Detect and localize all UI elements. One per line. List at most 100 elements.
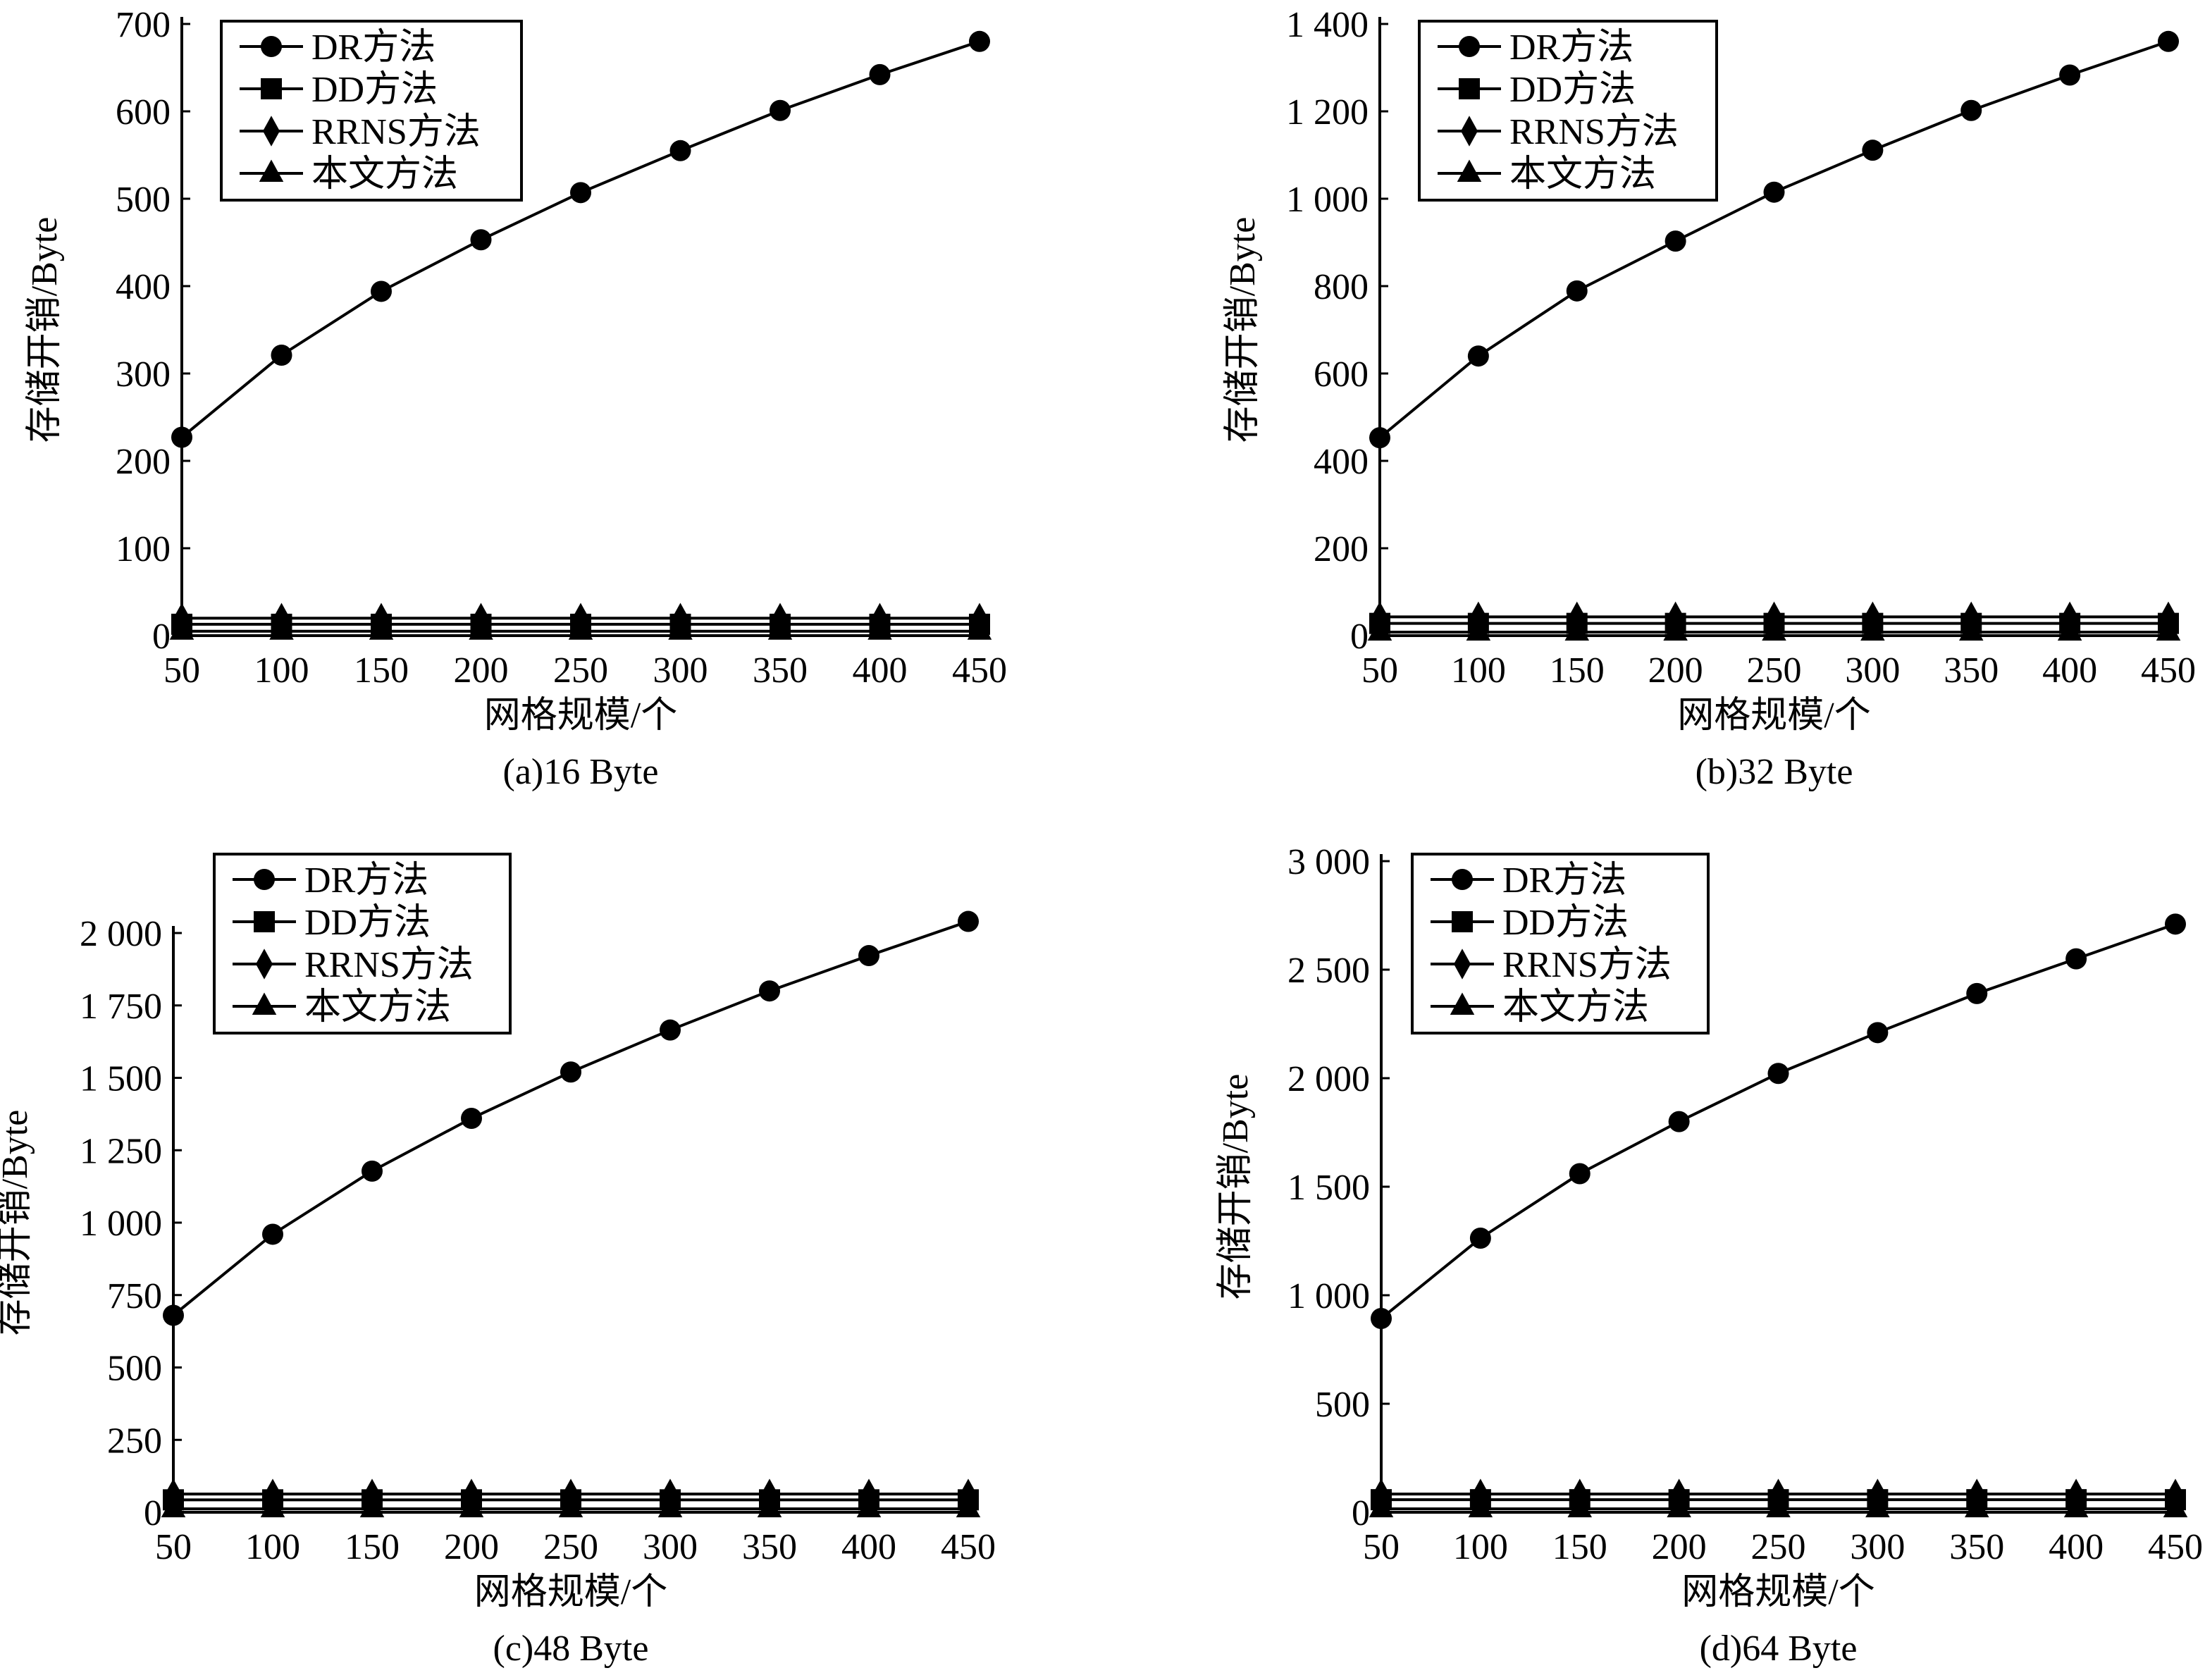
legend-label: DD方法 xyxy=(304,903,431,943)
series-diamond xyxy=(165,1478,977,1509)
data-point-triangle xyxy=(459,1495,484,1518)
data-point-triangle xyxy=(1766,1495,1791,1518)
x-tick-label: 100 xyxy=(1451,650,1506,691)
data-point-circle xyxy=(1566,280,1588,302)
y-tick-label: 200 xyxy=(1314,529,1369,569)
y-tick-label: 1 500 xyxy=(80,1059,162,1099)
data-point-circle xyxy=(2059,64,2081,86)
x-tick-label: 350 xyxy=(742,1527,797,1567)
data-point-diamond xyxy=(264,1478,281,1509)
panel-caption: (d)64 Byte xyxy=(1700,1629,1858,1669)
data-point-circle xyxy=(858,945,879,967)
x-tick-label: 150 xyxy=(1550,650,1605,691)
data-point-diamond xyxy=(761,1478,778,1509)
data-point-circle xyxy=(1668,1111,1690,1132)
x-tick-label: 400 xyxy=(853,650,908,691)
data-point-diamond xyxy=(1769,1478,1787,1509)
data-point-circle xyxy=(570,182,591,204)
chart-panel-4: 0 500 1 000 1 500 2 000 2 500 3 000 50 100 150 200… xyxy=(1216,842,2203,1669)
data-point-triangle xyxy=(967,617,992,640)
x-tick-label: 50 xyxy=(1363,1527,1400,1567)
legend-label: DR方法 xyxy=(311,27,436,68)
data-point-circle xyxy=(171,426,192,448)
y-axis-label: 存储开销/Byte xyxy=(1223,217,1263,443)
legend-label: DD方法 xyxy=(1509,70,1636,110)
y-tick-label: 750 xyxy=(107,1276,162,1316)
data-point-diamond xyxy=(1667,601,1684,633)
x-axis-label: 网格规模/个 xyxy=(1677,696,1870,736)
x-tick-label: 100 xyxy=(1453,1527,1508,1567)
data-point-triangle xyxy=(568,617,593,640)
data-point-diamond xyxy=(2160,601,2177,633)
legend-label: DD方法 xyxy=(1502,903,1629,943)
legend-label: RRNS方法 xyxy=(304,945,474,985)
data-point-circle xyxy=(163,1304,184,1326)
data-point-triangle xyxy=(1865,1495,1890,1518)
data-point-diamond xyxy=(1571,1478,1588,1509)
data-point-diamond xyxy=(1469,601,1487,633)
x-tick-label: 400 xyxy=(2049,1527,2104,1567)
legend-marker-triangle xyxy=(1450,992,1475,1015)
series-circle xyxy=(1369,30,2179,449)
x-tick-label: 450 xyxy=(2148,1527,2203,1567)
data-point-triangle xyxy=(1762,618,1786,641)
y-tick-label: 100 xyxy=(116,529,171,569)
chart-panel-3: 0 250 500 750 1 000 1 250 1 500 1 750 2 000 50 100… xyxy=(0,853,996,1669)
y-tick-label: 0 xyxy=(152,617,171,657)
legend-marker-square xyxy=(1452,911,1473,932)
x-tick-label: 300 xyxy=(1850,1527,1905,1567)
series-circle xyxy=(163,910,979,1326)
legend-label: DR方法 xyxy=(1502,860,1626,901)
data-point-diamond xyxy=(1670,1478,1688,1509)
legend-label: RRNS方法 xyxy=(1502,945,1672,985)
legend-label: DR方法 xyxy=(1509,27,1633,68)
data-point-triangle xyxy=(369,617,394,640)
y-tick-label: 500 xyxy=(107,1349,162,1389)
data-point-diamond xyxy=(1869,1478,1886,1509)
y-tick-label: 2 000 xyxy=(80,914,162,954)
y-tick-label: 0 xyxy=(1350,617,1369,657)
data-point-circle xyxy=(869,63,891,85)
x-tick-label: 300 xyxy=(643,1527,698,1567)
data-point-circle xyxy=(1966,982,1988,1004)
data-point-circle xyxy=(461,1108,482,1130)
data-point-triangle xyxy=(169,617,194,640)
data-point-circle xyxy=(1371,1307,1392,1329)
legend-label: RRNS方法 xyxy=(1509,112,1679,152)
legend-marker-circle xyxy=(1459,36,1480,57)
data-point-circle xyxy=(958,910,979,932)
data-point-circle xyxy=(2165,913,2186,935)
data-point-diamond xyxy=(463,1478,480,1509)
x-tick-label: 250 xyxy=(1747,650,1802,691)
data-point-diamond xyxy=(960,1478,977,1509)
data-point-triangle xyxy=(469,617,493,640)
data-point-diamond xyxy=(562,1478,579,1509)
data-point-circle xyxy=(2158,30,2179,52)
data-point-circle xyxy=(669,140,691,161)
data-point-circle xyxy=(1664,230,1686,252)
y-tick-label: 1 250 xyxy=(80,1131,162,1171)
legend-marker-square xyxy=(261,78,282,99)
legend-label: 本文方法 xyxy=(1509,154,1656,194)
panel-caption: (b)32 Byte xyxy=(1696,752,1853,792)
data-point-circle xyxy=(1469,1227,1491,1249)
data-point-diamond xyxy=(1864,601,1882,633)
y-tick-label: 250 xyxy=(107,1421,162,1461)
x-axis-label: 网格规模/个 xyxy=(1681,1572,1874,1612)
chart-panel-1: 0 100 200 300 400 500 600 700 50 100 150 200 250 300 3… xyxy=(25,5,1007,792)
data-point-diamond xyxy=(1765,601,1783,633)
x-tick-label: 450 xyxy=(941,1527,996,1567)
y-tick-label: 700 xyxy=(116,5,171,45)
data-point-circle xyxy=(470,229,492,251)
panel-caption: (c)48 Byte xyxy=(493,1629,649,1669)
y-tick-label: 600 xyxy=(116,92,171,132)
data-point-triangle xyxy=(1567,1495,1592,1518)
series-triangle xyxy=(1369,1495,2188,1518)
data-point-diamond xyxy=(2068,1478,2085,1509)
data-point-circle xyxy=(1867,1022,1889,1044)
series-triangle xyxy=(1367,618,2181,641)
data-point-diamond xyxy=(662,1478,679,1509)
y-tick-label: 0 xyxy=(1352,1493,1370,1533)
